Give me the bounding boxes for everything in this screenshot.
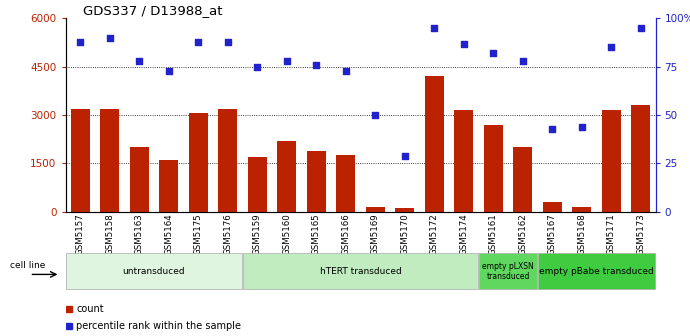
- Point: [606, 45, 617, 50]
- Point: [546, 126, 558, 131]
- Bar: [159, 160, 179, 212]
- Text: count: count: [76, 304, 104, 314]
- Text: empty pBabe transduced: empty pBabe transduced: [539, 267, 654, 276]
- Point: [310, 62, 322, 68]
- Bar: [70, 109, 90, 212]
- Point: [75, 39, 86, 44]
- Text: hTERT transduced: hTERT transduced: [319, 267, 402, 276]
- Bar: [100, 109, 119, 212]
- Bar: [306, 151, 326, 212]
- Bar: [484, 125, 503, 212]
- Bar: [572, 207, 591, 212]
- Bar: [454, 110, 473, 212]
- Bar: [480, 253, 537, 290]
- Text: GDS337 / D13988_at: GDS337 / D13988_at: [83, 4, 223, 17]
- Bar: [130, 147, 149, 212]
- Bar: [631, 106, 651, 212]
- Point: [134, 58, 145, 64]
- Point: [252, 64, 263, 70]
- Point: [104, 35, 115, 41]
- Point: [222, 39, 233, 44]
- Point: [340, 68, 351, 73]
- Bar: [602, 110, 621, 212]
- Bar: [218, 109, 237, 212]
- Point: [400, 153, 411, 158]
- Bar: [188, 114, 208, 212]
- Bar: [542, 202, 562, 212]
- Point: [518, 58, 529, 64]
- Point: [458, 41, 469, 46]
- Point: [370, 113, 381, 118]
- Point: [428, 26, 440, 31]
- Point: [488, 51, 499, 56]
- Point: [282, 58, 293, 64]
- Point: [576, 124, 587, 129]
- Text: empty pLXSN
transduced: empty pLXSN transduced: [482, 262, 534, 281]
- Bar: [538, 253, 655, 290]
- Text: untransduced: untransduced: [123, 267, 186, 276]
- Point: [164, 68, 175, 73]
- Point: [635, 26, 647, 31]
- Point: [193, 39, 204, 44]
- Bar: [424, 77, 444, 212]
- Bar: [277, 141, 297, 212]
- Bar: [366, 207, 385, 212]
- Bar: [336, 155, 355, 212]
- Bar: [248, 157, 267, 212]
- Bar: [66, 253, 242, 290]
- Bar: [244, 253, 477, 290]
- Text: percentile rank within the sample: percentile rank within the sample: [76, 321, 242, 331]
- Bar: [395, 208, 415, 212]
- Bar: [513, 147, 533, 212]
- Text: cell line: cell line: [10, 261, 46, 270]
